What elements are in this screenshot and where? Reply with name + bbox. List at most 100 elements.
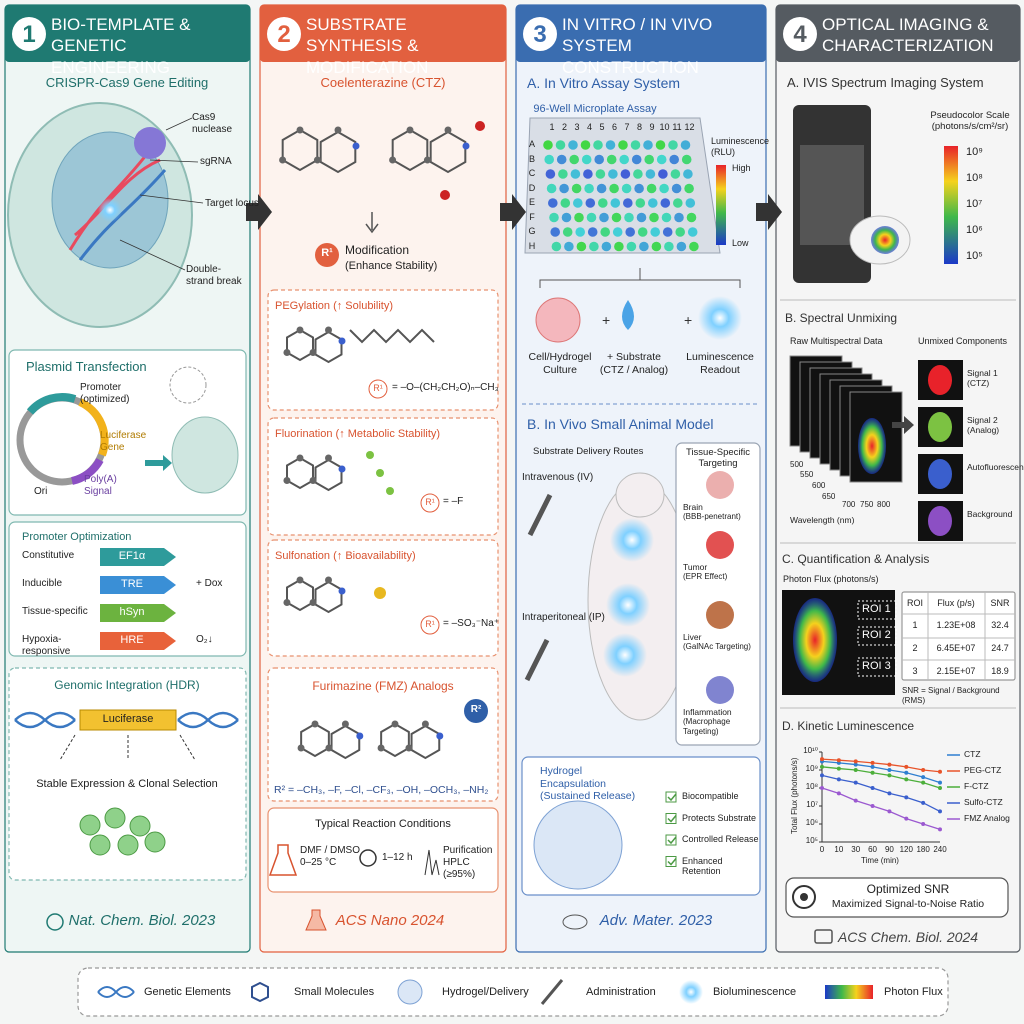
legend-icon — [97, 986, 135, 998]
well — [673, 198, 683, 208]
data-point — [870, 804, 875, 808]
atom — [391, 720, 399, 728]
promoter-element-label: HRE — [120, 634, 144, 646]
well — [556, 154, 567, 165]
well — [580, 140, 591, 150]
fluorine — [366, 451, 374, 459]
atom — [440, 190, 450, 200]
roi-label: ROI 1 — [862, 603, 891, 615]
atom — [313, 156, 321, 164]
data-point — [836, 777, 841, 782]
table-cell: 32.4 — [991, 620, 1009, 630]
well — [631, 154, 642, 165]
data-point — [887, 773, 892, 778]
x-tick-label: 10 — [834, 845, 844, 854]
feature: Protects Substrate — [682, 812, 757, 823]
r-group: R¹ — [321, 247, 333, 259]
substituents: R² = –CH₃, –F, –Cl, –CF₃, –OH, –OCH₃, –N… — [274, 784, 489, 796]
dna — [14, 711, 239, 729]
atom — [297, 744, 305, 752]
modification-note: (Enhance Stability) — [345, 260, 438, 272]
feature: Enhanced Retention — [682, 855, 723, 877]
plasmid-luciferase — [78, 398, 109, 457]
wavelength: 800 — [877, 500, 891, 509]
data-point — [887, 762, 892, 767]
condition: DMF / DMSO 0–25 °C — [300, 845, 360, 868]
component-label: Autofluorescence — [967, 462, 1024, 472]
plate-title: 96-Well Microplate Assay — [533, 103, 657, 115]
roi-label: ROI 2 — [862, 629, 891, 641]
table-cell: 6.45E+07 — [936, 643, 976, 653]
data-point — [853, 780, 858, 785]
column-title: BIO-TEMPLATE & GENETIC ENGINEERING — [51, 15, 191, 77]
callout-line — [149, 159, 199, 163]
legend-high: High — [732, 163, 751, 173]
well — [661, 212, 672, 223]
flask-icon — [305, 909, 327, 931]
clone-cell — [89, 834, 111, 856]
atom — [283, 599, 291, 606]
table-header: SNR — [990, 598, 1010, 608]
well — [575, 227, 585, 237]
section-title: A. In Vitro Assay System — [527, 75, 681, 91]
section-title: C. Quantification & Analysis — [782, 552, 930, 566]
citation: ACS Nano 2024 — [335, 912, 445, 929]
legend-box — [77, 967, 949, 1017]
data-point — [820, 786, 824, 790]
cell — [171, 416, 239, 494]
atom — [338, 587, 346, 595]
promoter-type: Inducible — [22, 578, 63, 589]
wavelength: 650 — [822, 492, 836, 501]
well — [635, 198, 646, 208]
section-title: Plasmid Transfection — [26, 359, 147, 374]
well — [662, 227, 673, 237]
data-point — [820, 764, 824, 769]
atom — [279, 156, 287, 164]
plasmid-label: Luciferase Gene — [100, 430, 147, 453]
target-icon — [800, 893, 808, 901]
atom — [296, 576, 304, 584]
well — [626, 241, 637, 252]
atom — [309, 599, 317, 606]
callout-line — [139, 194, 204, 204]
organ-icon — [706, 676, 734, 704]
well — [568, 140, 578, 150]
scale-title: Pseudocolor Scale (photons/s/cm²/sr) — [930, 110, 1010, 133]
camera-icon — [814, 929, 833, 944]
snr-title: Optimized SNR — [866, 882, 950, 896]
r-badge — [420, 493, 440, 513]
well — [612, 227, 623, 237]
data-point — [921, 775, 926, 780]
hydrogel-sphere — [533, 800, 623, 890]
well — [674, 212, 684, 223]
y-tick-label: 10⁷ — [806, 800, 818, 809]
well — [574, 212, 584, 223]
data-point — [938, 827, 942, 832]
dna-helix — [68, 149, 161, 251]
heat-mouse — [793, 598, 837, 682]
section-title: B. Spectral Unmixing — [785, 311, 898, 325]
targeting-box — [675, 442, 761, 746]
atom — [475, 121, 485, 131]
atom — [296, 326, 304, 334]
well — [593, 140, 603, 150]
legend-label: Sulfo-CTZ — [964, 797, 1003, 807]
atom — [296, 454, 304, 462]
data-point — [853, 768, 858, 772]
promoter-element-label: TRE — [121, 578, 143, 590]
well — [595, 169, 606, 179]
ring — [281, 128, 319, 172]
flow-arrow — [500, 194, 526, 230]
promoter-element — [100, 632, 176, 650]
atom — [325, 576, 332, 584]
plate-column-label: 1 — [549, 122, 555, 132]
flux-label: Photon Flux (photons/s) — [783, 574, 879, 584]
well — [686, 212, 697, 223]
glow-icon — [698, 296, 742, 340]
atom — [325, 326, 332, 334]
well — [651, 241, 662, 252]
ring — [380, 722, 410, 758]
legend-item: Genetic Elements — [144, 986, 231, 998]
x-tick-label: 90 — [884, 845, 894, 854]
well — [645, 169, 656, 179]
